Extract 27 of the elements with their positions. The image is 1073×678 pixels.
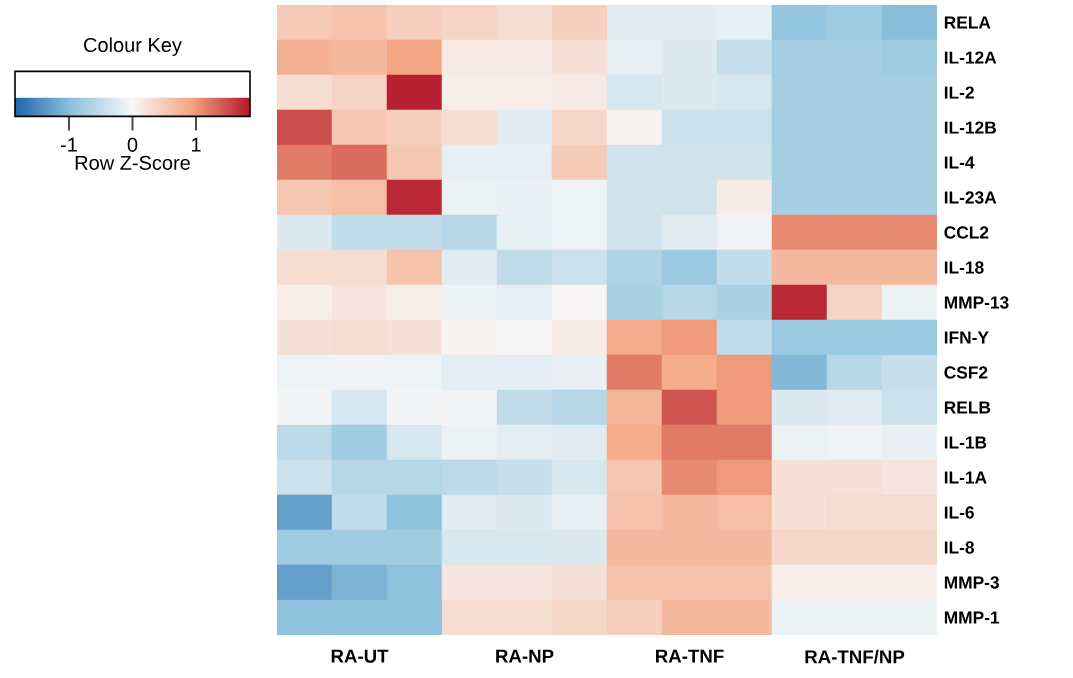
y-tick-label: IL-1A (944, 471, 987, 484)
y-tick-label: CCL2 (944, 226, 989, 239)
color-bar-title: Row Z-Score (75, 155, 190, 170)
y-tick-label: RELA (944, 16, 991, 29)
y-tick-label: IL-12A (944, 51, 997, 64)
legend-title: Colour Key (84, 37, 182, 56)
y-tick-label: IL-1B (944, 436, 987, 449)
y-tick-label: IL-2 (944, 86, 974, 99)
y-tick-label: IL-4 (944, 156, 975, 169)
y-tick-label: IL-6 (944, 506, 974, 519)
y-tick-label: MMP-3 (944, 576, 999, 589)
y-tick-label: IL-18 (944, 261, 984, 274)
y-tick-label: RELB (944, 401, 991, 414)
color-bar-label: 0 (127, 137, 138, 152)
color-bar-label: -1 (60, 137, 77, 152)
y-tick-label: MMP-1 (944, 611, 1000, 624)
x-tick-label: RA-TNF/NP (805, 649, 905, 664)
x-tick-label: RA-TNF (656, 649, 724, 663)
x-tick-label: RA-UT (331, 649, 389, 663)
y-tick-label: IL-8 (944, 541, 975, 554)
y-tick-label: CSF2 (944, 366, 988, 379)
x-tick-label: RA-NP (496, 649, 554, 663)
y-tick-label: IL-23A (944, 191, 997, 204)
y-tick-label: IFN-Y (944, 331, 989, 344)
y-tick-label: IL-12B (944, 121, 996, 134)
color-bar-label: 1 (191, 137, 201, 152)
y-tick-label: MMP-13 (944, 296, 1009, 309)
